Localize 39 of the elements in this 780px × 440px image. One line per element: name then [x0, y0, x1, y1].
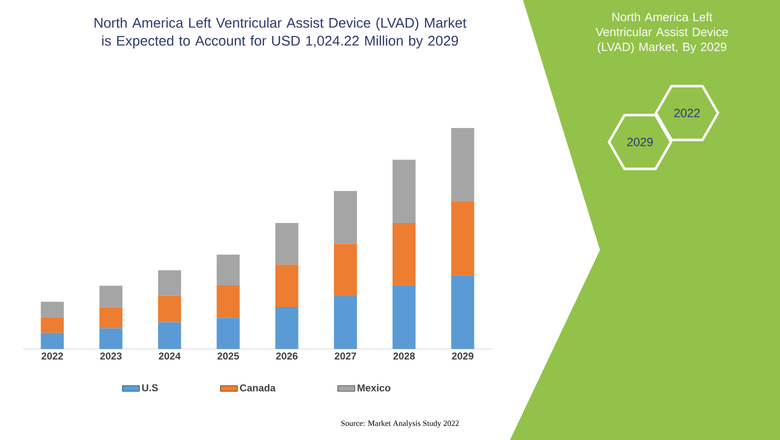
bar	[216, 254, 240, 286]
bar	[99, 307, 122, 328]
bar	[40, 317, 64, 333]
x-tick-label: 2029	[452, 352, 474, 360]
chart-title: North America Left Ventricular Assist Device (LVAD) Market is Expected to Account for USD 1,024.22 Million by 2029	[94, 18, 466, 48]
legend-label: Mexico	[358, 384, 390, 392]
bar	[334, 244, 357, 296]
bar	[158, 296, 182, 322]
bar	[334, 190, 357, 244]
bar	[392, 223, 416, 286]
legend-label: U.S	[142, 384, 158, 392]
bar	[451, 201, 474, 276]
bar	[275, 223, 298, 265]
bar	[275, 264, 298, 307]
x-tick-label: 2027	[334, 352, 356, 360]
bar	[392, 285, 416, 349]
bar	[216, 286, 240, 318]
x-tick-label: 2023	[100, 352, 122, 360]
bar	[40, 332, 64, 349]
bar	[392, 160, 416, 224]
text: 2022	[674, 108, 700, 118]
text: North America Left Ventricular Assist Device (LVAD) Market, By 2029	[596, 12, 728, 54]
bar	[158, 322, 182, 349]
x-tick-label: 2025	[217, 352, 239, 360]
bar	[216, 318, 240, 349]
bar	[334, 296, 357, 349]
bar	[158, 270, 182, 296]
bar	[99, 286, 122, 308]
bar	[99, 328, 122, 349]
legend-label: Canada	[240, 384, 276, 392]
x-tick-label: 2028	[393, 352, 415, 360]
x-tick-label: 2026	[276, 352, 298, 360]
bar	[451, 128, 474, 202]
x-tick-label: 2022	[42, 352, 63, 360]
bar	[275, 306, 298, 349]
bar	[40, 302, 64, 318]
bar	[451, 275, 474, 349]
x-tick-label: 2024	[158, 352, 181, 360]
text: 2029	[627, 138, 653, 146]
